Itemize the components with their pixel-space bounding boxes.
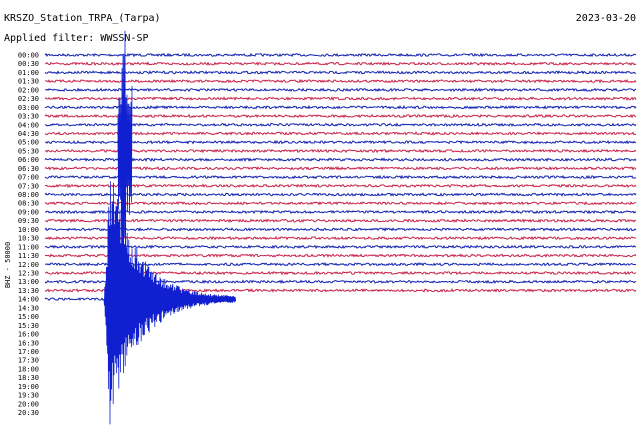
event-peak: [117, 30, 133, 296]
trace: [44, 87, 637, 93]
trace: [44, 157, 637, 162]
trace: [44, 78, 637, 84]
time-label: 10:30: [18, 235, 39, 243]
trace: [44, 52, 637, 58]
trace: [44, 131, 637, 136]
time-label: 14:30: [18, 304, 39, 312]
trace: [44, 70, 637, 75]
time-label: 15:30: [18, 322, 39, 330]
trace: [44, 61, 637, 66]
time-label: 12:30: [18, 270, 39, 278]
channel-label: BHZ - 50000: [4, 242, 12, 288]
time-label: 00:00: [18, 52, 39, 60]
time-label: 09:00: [18, 208, 39, 216]
time-label: 04:30: [18, 130, 39, 138]
trace: [44, 227, 637, 232]
trace: [44, 148, 637, 154]
time-label: 01:00: [18, 69, 39, 77]
time-label: 05:00: [18, 139, 39, 147]
time-label: 20:00: [18, 400, 39, 408]
time-label: 11:00: [18, 243, 39, 251]
time-label: 18:30: [18, 374, 39, 382]
date: 2023-03-20: [576, 13, 636, 24]
trace: [44, 209, 637, 215]
trace: [44, 235, 637, 241]
filter-label: Applied filter: WWSSN-SP: [4, 33, 149, 44]
time-label: 13:30: [18, 287, 39, 295]
time-label: 20:30: [18, 409, 39, 417]
time-label: 17:00: [18, 348, 39, 356]
time-label: 17:30: [18, 357, 39, 365]
trace: [44, 192, 637, 197]
trace: [44, 218, 637, 223]
time-label: 16:30: [18, 339, 39, 347]
time-label: 04:00: [18, 121, 39, 129]
trace: [44, 139, 637, 145]
trace: [44, 201, 637, 206]
trace: [44, 96, 637, 101]
trace: [44, 183, 637, 189]
time-label: 19:00: [18, 383, 39, 391]
trace: [44, 113, 637, 119]
time-label: 07:30: [18, 182, 39, 190]
time-label: 01:30: [18, 78, 39, 86]
time-label: 06:00: [18, 156, 39, 164]
time-label: 02:00: [18, 86, 39, 94]
trace: [44, 166, 637, 171]
traces: [44, 30, 637, 425]
time-label: 13:00: [18, 278, 39, 286]
time-label: 00:30: [18, 60, 39, 68]
trace: [44, 244, 637, 250]
station-title: KRSZO_Station_TRPA_(Tarpa): [4, 13, 161, 24]
trace: [44, 253, 637, 258]
time-label: 07:00: [18, 174, 39, 182]
time-label: 19:30: [18, 392, 39, 400]
time-label: 03:00: [18, 104, 39, 112]
time-label: 08:30: [18, 200, 39, 208]
time-label: 10:00: [18, 226, 39, 234]
time-label: 16:00: [18, 331, 39, 339]
trace: [44, 174, 637, 180]
trace: [44, 104, 637, 110]
time-label: 05:30: [18, 147, 39, 155]
time-label: 02:30: [18, 95, 39, 103]
time-label: 09:30: [18, 217, 39, 225]
time-label: 11:30: [18, 252, 39, 260]
time-label: 18:00: [18, 365, 39, 373]
time-label: 03:30: [18, 113, 39, 121]
time-label: 14:00: [18, 296, 39, 304]
time-label: 08:00: [18, 191, 39, 199]
time-label: 15:00: [18, 313, 39, 321]
time-label: 12:00: [18, 261, 39, 269]
time-label: 06:30: [18, 165, 39, 173]
trace: [44, 122, 637, 127]
